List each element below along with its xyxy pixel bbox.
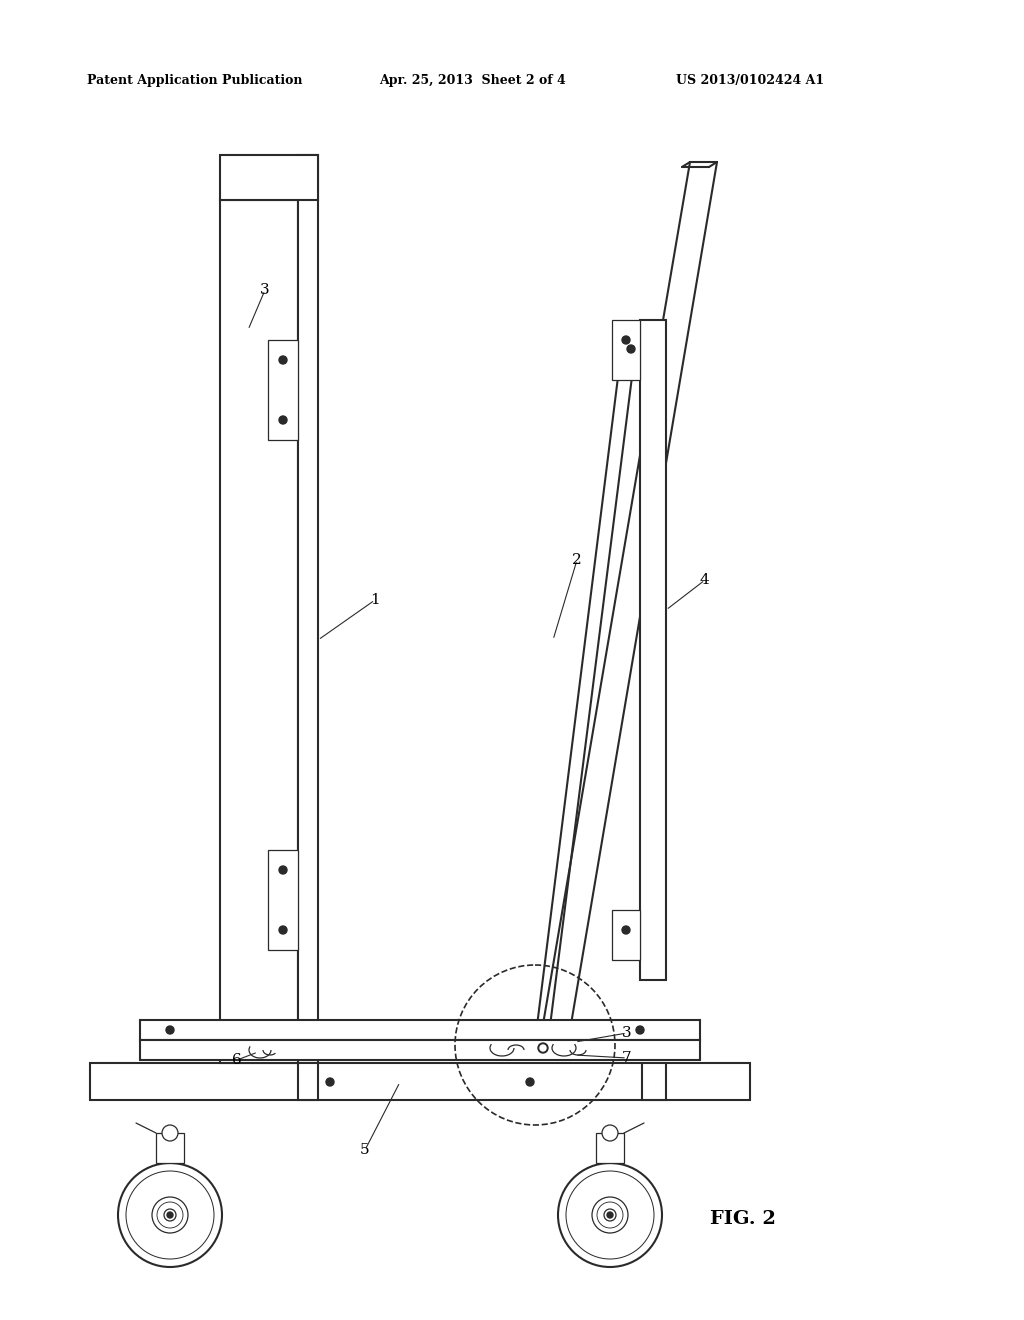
Circle shape [326,1078,334,1086]
Circle shape [622,337,630,345]
Circle shape [602,1125,618,1140]
Text: 5: 5 [360,1143,370,1158]
Bar [612,909,640,960]
Text: 2: 2 [572,553,582,568]
Circle shape [279,356,287,364]
Circle shape [526,1078,534,1086]
Text: FIG. 2: FIG. 2 [710,1210,776,1228]
Text: Apr. 25, 2013  Sheet 2 of 4: Apr. 25, 2013 Sheet 2 of 4 [379,74,565,87]
Bar [298,1063,318,1100]
Bar [140,1020,700,1040]
Bar [220,201,298,1063]
Circle shape [538,1043,548,1053]
Circle shape [279,866,287,874]
Circle shape [162,1125,178,1140]
Circle shape [622,927,630,935]
Circle shape [558,1163,662,1267]
Circle shape [636,1026,644,1034]
Text: 7: 7 [622,1051,632,1065]
Text: 3: 3 [622,1026,632,1040]
Circle shape [164,1209,176,1221]
Circle shape [592,1197,628,1233]
Bar [617,337,645,362]
Text: US 2013/0102424 A1: US 2013/0102424 A1 [676,74,824,87]
Circle shape [627,345,635,352]
Circle shape [166,1026,174,1034]
Circle shape [152,1197,188,1233]
Text: 6: 6 [232,1053,242,1067]
Text: 3: 3 [260,282,269,297]
Bar [596,1133,624,1163]
Text: 1: 1 [370,593,380,607]
Bar [90,1063,750,1100]
Circle shape [167,1212,173,1218]
Circle shape [607,1212,613,1218]
Text: Patent Application Publication: Patent Application Publication [87,74,302,87]
Text: 4: 4 [700,573,710,587]
Circle shape [604,1209,616,1221]
Bar [640,319,666,979]
Circle shape [540,1045,546,1051]
Circle shape [279,927,287,935]
Circle shape [279,416,287,424]
Bar [156,1133,184,1163]
Bar [140,1040,700,1060]
Bar [298,154,318,1063]
Bar [220,154,318,201]
Bar [268,341,298,440]
Bar [642,1063,666,1100]
Circle shape [118,1163,222,1267]
Bar [268,850,298,950]
Bar [612,319,640,380]
